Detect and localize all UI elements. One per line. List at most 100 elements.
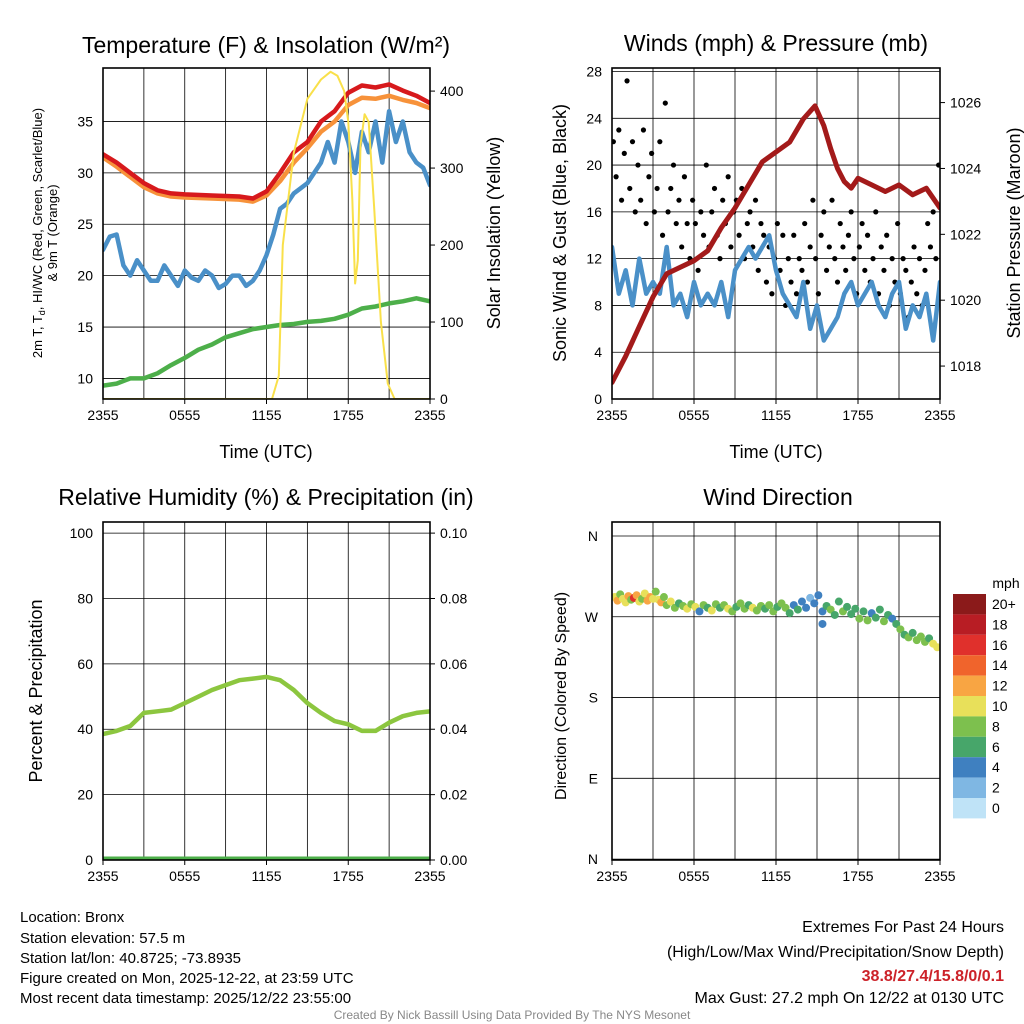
- colorbar-label: 0: [992, 800, 1000, 816]
- y-tick-label: 24: [586, 110, 602, 126]
- extremes-info: Extremes For Past 24 Hours (High/Low/Max…: [667, 919, 1004, 1007]
- colorbar-swatch: [953, 716, 986, 737]
- colorbar-swatch: [953, 736, 986, 758]
- x-tick-label: 1155: [251, 407, 281, 423]
- gust-point: [747, 209, 753, 215]
- temperature-ylabel-line2: & 9m T (Orange): [45, 184, 60, 281]
- colorbar-label: 10: [992, 698, 1008, 714]
- gust-point: [916, 256, 923, 262]
- x-tick-label: 2355: [596, 407, 627, 423]
- gust-point: [695, 267, 701, 273]
- plot-frame: [611, 521, 941, 861]
- direction-point: [818, 619, 827, 628]
- gust-point: [788, 279, 794, 285]
- station-info: Location: Bronx Station elevation: 57.5 …: [20, 909, 354, 1007]
- gust-point: [856, 244, 862, 250]
- y2-tick-label: 0.08: [440, 590, 467, 606]
- y-tick-label: 20: [586, 157, 602, 173]
- direction-point: [707, 606, 716, 615]
- direction-point: [851, 604, 860, 613]
- gust-point: [840, 244, 846, 250]
- x-tick-label: 1755: [842, 868, 873, 884]
- colorbar-label: 16: [992, 637, 1008, 653]
- direction-point: [830, 610, 839, 619]
- direction-point: [797, 597, 806, 606]
- y-tick-label: 20: [77, 787, 93, 803]
- gust-point: [837, 220, 843, 227]
- max-gust-text: Max Gust: 27.2 mph On 12/22 at 0130 UTC: [695, 990, 1005, 1007]
- temperature-panel: Temperature (F) & Insolation (W/m²) Time…: [30, 32, 504, 462]
- gust-point: [864, 232, 871, 238]
- y-tick-label: 8: [594, 297, 602, 313]
- winds-panel: Winds (mph) & Pressure (mb) Time (UTC) S…: [550, 30, 1024, 462]
- direction-point: [666, 597, 675, 606]
- colorbar-label: 4: [992, 759, 1000, 775]
- gust-point: [829, 197, 835, 203]
- x-tick-label: 0555: [169, 868, 200, 884]
- gust-point: [624, 78, 630, 84]
- gust-point: [618, 197, 625, 203]
- gust-point: [818, 232, 824, 238]
- gust-point: [736, 232, 742, 238]
- y2-tick-label: 1020: [950, 292, 981, 308]
- colorbar-label: 20+: [992, 596, 1016, 612]
- colorbar-swatch: [953, 675, 986, 696]
- gust-point: [889, 256, 895, 262]
- series-2m-td: [103, 296, 430, 388]
- gust-point: [670, 162, 677, 168]
- y-tick-label: S: [589, 690, 598, 706]
- colorbar-swatch: [953, 798, 986, 819]
- gust-point: [848, 209, 854, 215]
- temperature-xlabel: Time (UTC): [219, 442, 312, 462]
- y-tick-label: 16: [586, 204, 602, 220]
- y-tick-label: 28: [586, 64, 602, 80]
- direction-point: [871, 613, 880, 622]
- gust-point: [640, 127, 647, 133]
- solar-ylabel: Solar Insolation (Yellow): [484, 137, 504, 329]
- gust-point: [870, 256, 876, 262]
- gust-point: [862, 267, 868, 273]
- y-tick-label: 80: [77, 590, 93, 606]
- x-tick-label: 0555: [169, 407, 200, 423]
- y2-tick-label: 400: [440, 83, 464, 99]
- gust-point: [823, 267, 830, 273]
- gust-point: [649, 150, 655, 156]
- gust-point: [873, 209, 879, 215]
- gust-point: [651, 209, 657, 215]
- direction-point: [810, 599, 819, 608]
- colorbar-swatch: [953, 655, 986, 676]
- plot-area: [103, 70, 430, 399]
- direction-point: [875, 605, 884, 614]
- gust-point: [700, 232, 707, 238]
- gust-point: [668, 185, 674, 192]
- y2-tick-label: 200: [440, 237, 464, 253]
- y-tick-label: 15: [77, 319, 93, 335]
- y2-tick-label: 0.06: [440, 656, 467, 672]
- plot-frame: [102, 67, 431, 400]
- wind-direction-panel: Wind Direction Direction (Colored By Spe…: [553, 484, 1020, 884]
- x-tick-label: 1155: [761, 407, 791, 423]
- winds-xlabel: Time (UTC): [729, 442, 822, 462]
- gust-point: [793, 291, 800, 297]
- extremes-title: Extremes For Past 24 Hours: [802, 919, 1004, 936]
- gust-point: [843, 267, 849, 273]
- gust-point: [717, 256, 723, 262]
- colorbar-swatch: [953, 594, 986, 615]
- gust-point: [774, 220, 780, 227]
- y2-tick-label: 1018: [950, 358, 981, 374]
- x-tick-label: 2355: [414, 407, 445, 423]
- wind-direction-title: Wind Direction: [703, 484, 853, 510]
- colorbar-swatch: [953, 777, 986, 798]
- x-tick-label: 2355: [924, 868, 955, 884]
- gust-point: [711, 185, 718, 192]
- x-tick-label: 0555: [678, 868, 709, 884]
- gust-point: [681, 174, 688, 180]
- gust-point: [832, 256, 838, 262]
- gust-point: [761, 232, 767, 238]
- gust-point: [826, 244, 832, 250]
- pressure-ylabel: Station Pressure (Maroon): [1004, 127, 1024, 338]
- gust-point: [810, 197, 816, 203]
- gust-point: [703, 162, 709, 168]
- plot-frame: [102, 521, 431, 861]
